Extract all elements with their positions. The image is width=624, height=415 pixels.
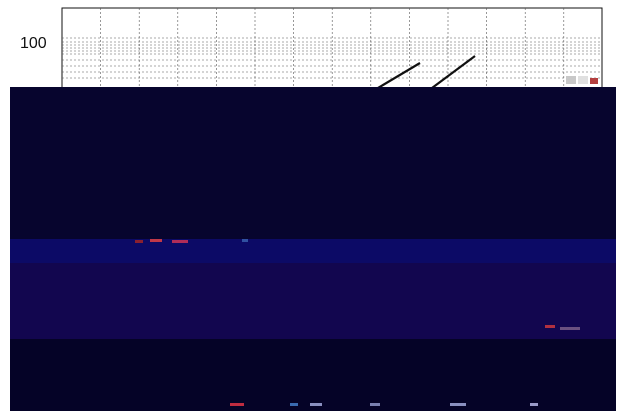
dark-overlay-panel <box>10 87 616 411</box>
artifact-mark <box>172 240 188 243</box>
artifact-mark <box>530 403 538 406</box>
series-line-1 <box>377 62 421 89</box>
artifact-mark <box>545 325 555 328</box>
legend-swatch <box>566 76 598 84</box>
overlay-lower-band <box>10 263 616 339</box>
grid-lines <box>62 8 602 88</box>
y-tick-label-100: 100 <box>20 35 47 52</box>
artifact-mark <box>310 403 322 406</box>
artifact-mark <box>290 403 298 406</box>
overlay-middle-band <box>10 239 616 263</box>
artifact-mark <box>135 240 143 243</box>
artifact-mark <box>242 239 248 242</box>
artifact-mark <box>370 403 380 406</box>
artifact-mark <box>150 239 162 242</box>
overlay-upper-band <box>10 87 616 239</box>
artifact-mark <box>450 403 466 406</box>
artifact-mark <box>560 327 580 330</box>
series-line-2 <box>431 55 476 89</box>
artifact-mark <box>230 403 244 406</box>
series-lines <box>377 55 476 89</box>
overlay-bottom-band <box>10 339 616 411</box>
